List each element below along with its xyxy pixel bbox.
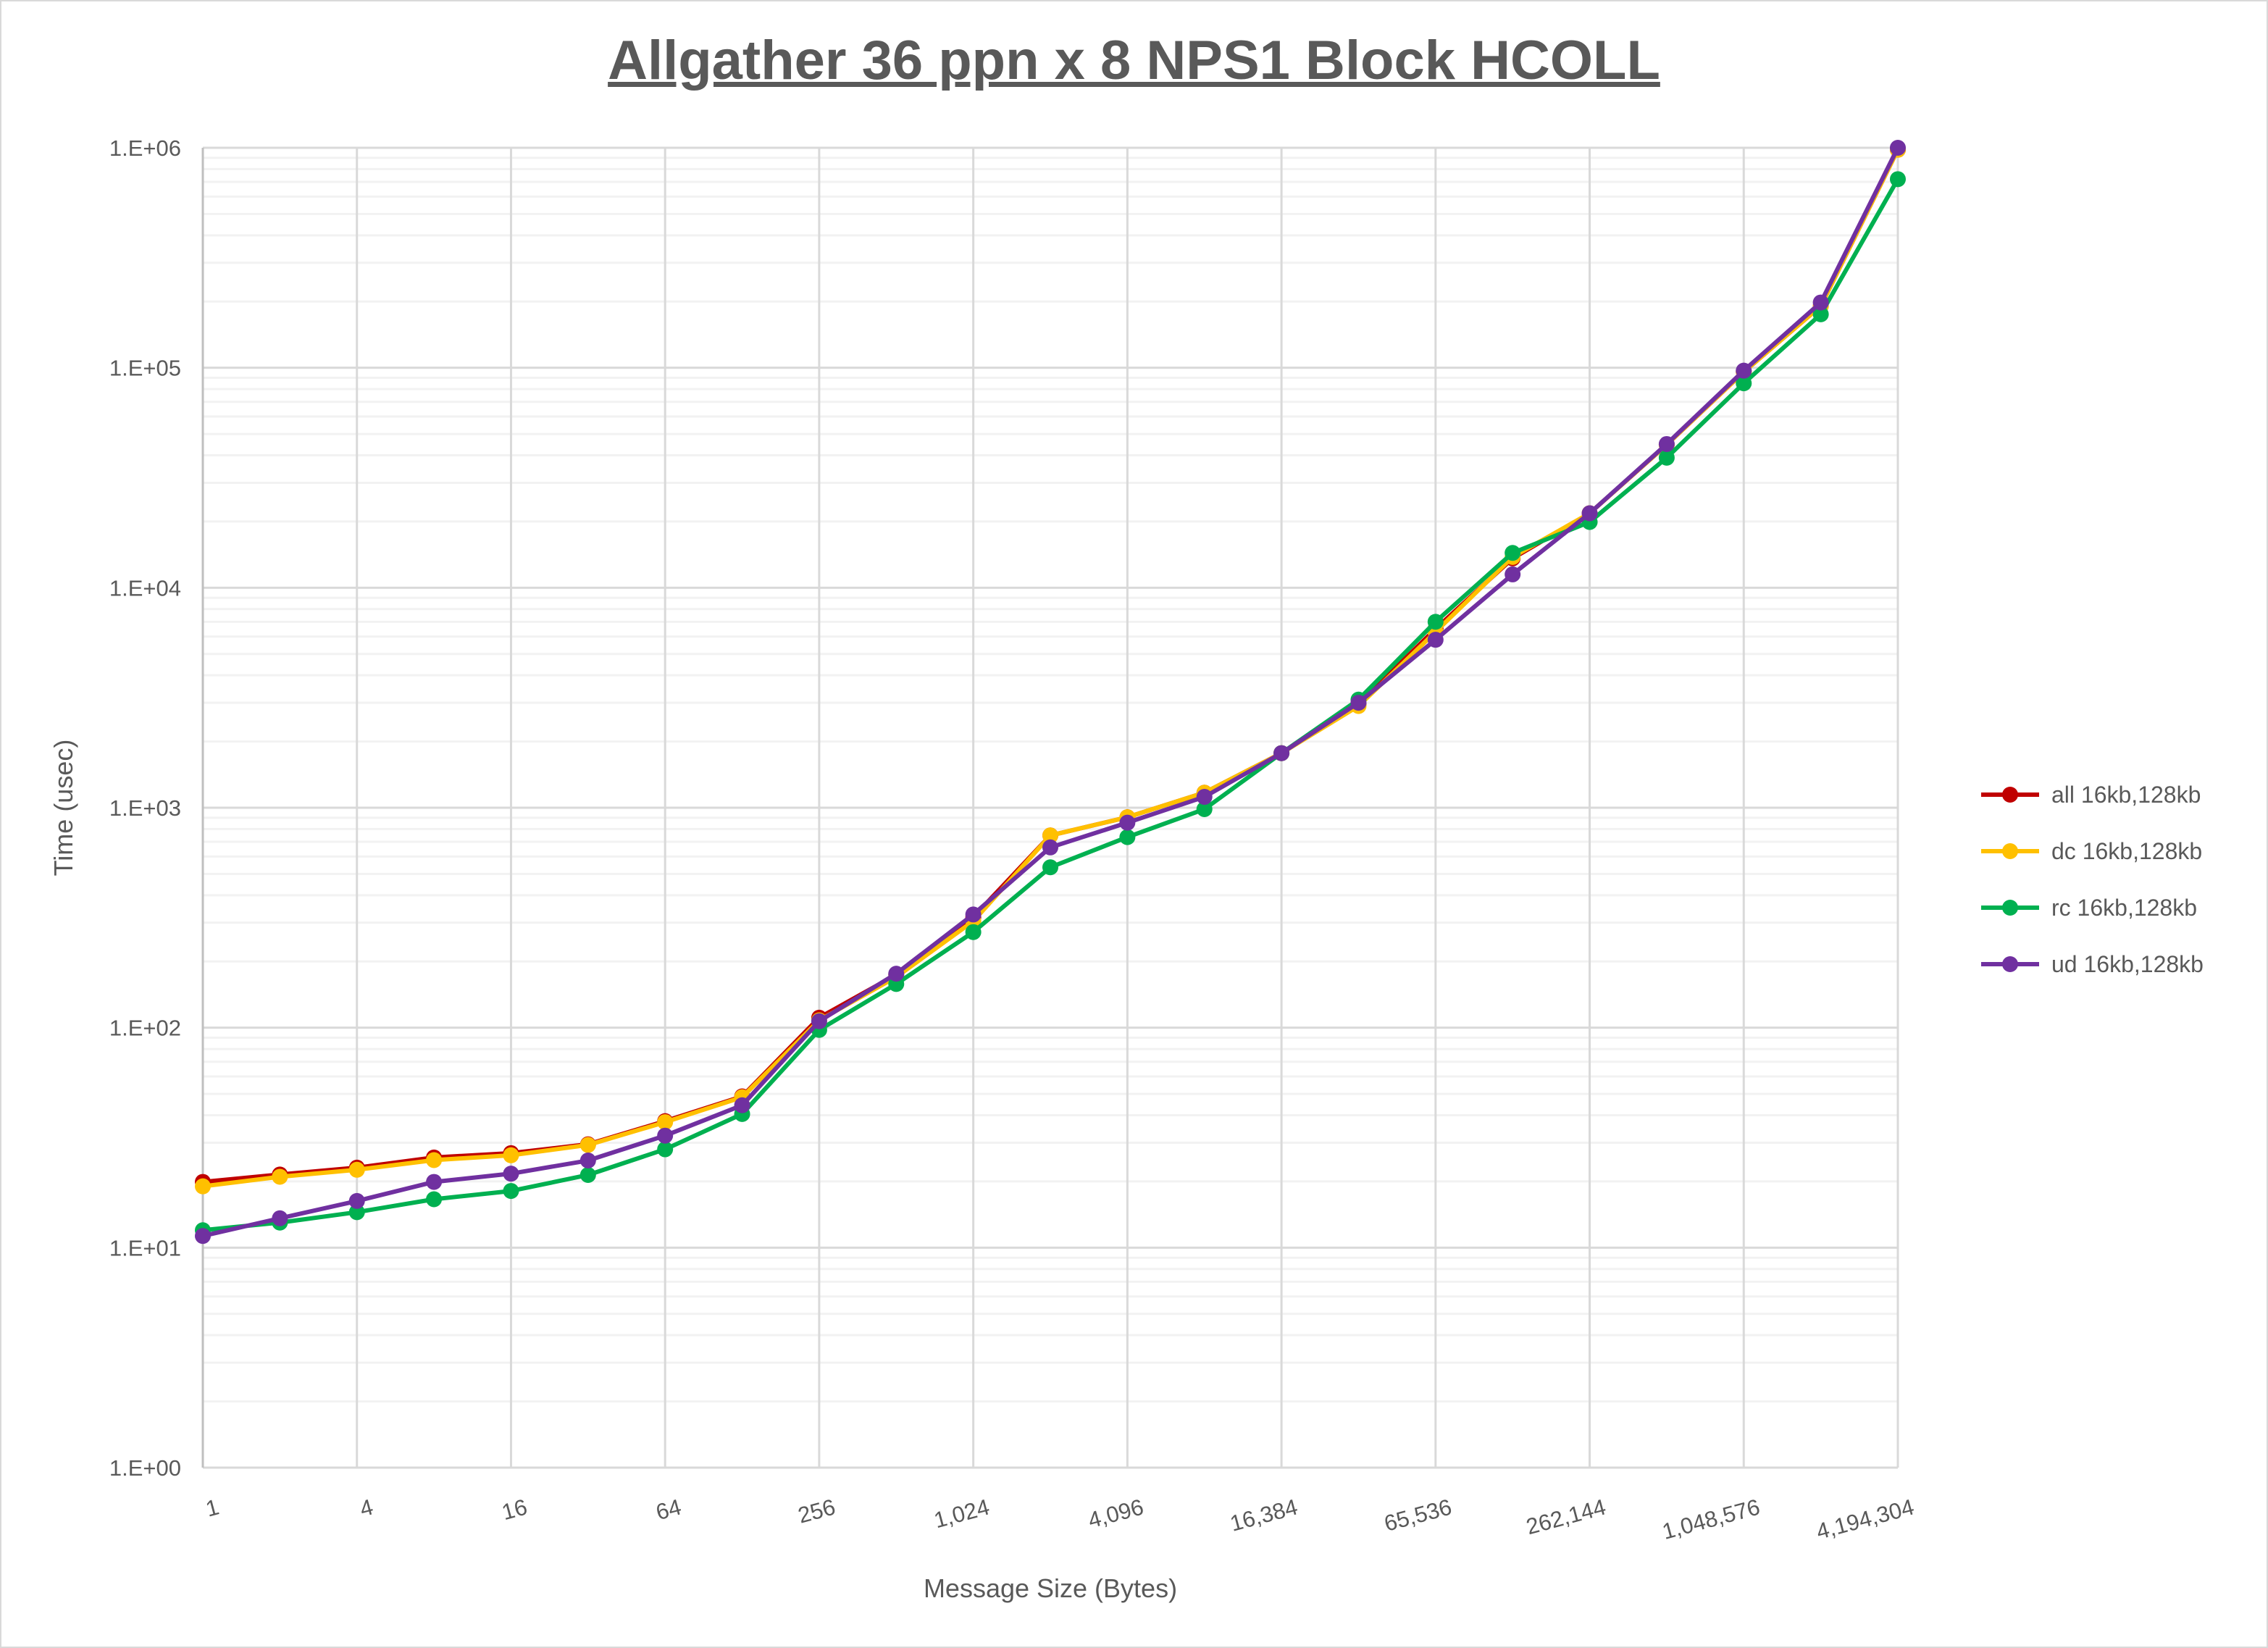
legend-label: ud 16kb,128kb bbox=[2051, 951, 2204, 977]
x-tick-label: 1 bbox=[203, 1494, 222, 1521]
data-point bbox=[348, 1161, 365, 1178]
data-point bbox=[811, 1013, 827, 1029]
y-tick-label: 1.E+06 bbox=[109, 135, 181, 161]
x-tick-label: 262,144 bbox=[1523, 1494, 1608, 1539]
data-point bbox=[1427, 614, 1444, 630]
legend-swatch-marker bbox=[2002, 787, 2018, 803]
data-point bbox=[1890, 140, 1906, 156]
legend-swatch-marker bbox=[2002, 900, 2018, 916]
y-tick-label: 1.E+03 bbox=[109, 795, 181, 821]
x-tick-label: 1,048,576 bbox=[1660, 1494, 1762, 1544]
data-point bbox=[272, 1210, 288, 1226]
data-point bbox=[1042, 827, 1058, 844]
data-point bbox=[579, 1137, 596, 1153]
x-tick-label: 16 bbox=[499, 1494, 530, 1525]
data-point bbox=[1273, 745, 1290, 761]
x-tick-label: 256 bbox=[795, 1494, 838, 1528]
series-line bbox=[202, 149, 1900, 1189]
data-point bbox=[1736, 375, 1752, 392]
data-point bbox=[1119, 829, 1136, 845]
data-point bbox=[1736, 362, 1752, 379]
data-point bbox=[1812, 294, 1829, 311]
data-point bbox=[348, 1204, 365, 1221]
y-tick-label: 1.E+02 bbox=[109, 1016, 181, 1041]
legend-label: dc 16kb,128kb bbox=[2051, 838, 2202, 864]
y-tick-label: 1.E+05 bbox=[109, 356, 181, 381]
data-point bbox=[965, 924, 982, 940]
data-point bbox=[1196, 800, 1213, 817]
data-point bbox=[503, 1183, 519, 1200]
data-point bbox=[272, 1168, 288, 1185]
x-tick-label: 1,024 bbox=[932, 1494, 992, 1533]
data-point bbox=[195, 1178, 211, 1195]
data-point bbox=[1658, 449, 1675, 466]
x-tick-label: 4,194,304 bbox=[1814, 1494, 1917, 1544]
data-point bbox=[1427, 632, 1444, 648]
x-axis-title: Message Size (Bytes) bbox=[924, 1573, 1177, 1603]
data-point bbox=[426, 1152, 443, 1168]
y-axis-title: Time (usec) bbox=[49, 740, 78, 877]
data-point bbox=[503, 1166, 519, 1182]
series-line bbox=[202, 177, 1900, 1233]
data-point bbox=[195, 1228, 211, 1245]
data-point bbox=[1581, 505, 1598, 522]
data-point bbox=[426, 1174, 443, 1190]
x-tick-label: 65,536 bbox=[1381, 1494, 1455, 1536]
legend-label: rc 16kb,128kb bbox=[2051, 895, 2197, 921]
data-point bbox=[657, 1127, 674, 1144]
data-point bbox=[1119, 814, 1136, 831]
data-point bbox=[579, 1153, 596, 1169]
data-point bbox=[426, 1191, 443, 1208]
data-point bbox=[657, 1114, 674, 1131]
data-point bbox=[1658, 435, 1675, 452]
data-point bbox=[888, 966, 905, 982]
data-point bbox=[1042, 859, 1058, 876]
y-tick-label: 1.E+01 bbox=[109, 1235, 181, 1260]
data-point bbox=[1196, 789, 1213, 806]
legend-swatch-marker bbox=[2002, 843, 2018, 859]
data-point bbox=[734, 1097, 750, 1113]
y-tick-label: 1.E+00 bbox=[109, 1455, 181, 1481]
data-point bbox=[348, 1192, 365, 1209]
data-point bbox=[1505, 566, 1521, 582]
legend-swatch-marker bbox=[2002, 956, 2018, 972]
x-tick-label: 4 bbox=[357, 1494, 376, 1521]
series-line bbox=[202, 146, 1900, 1239]
data-point bbox=[1042, 839, 1058, 856]
y-tick-label: 1.E+04 bbox=[109, 575, 181, 601]
x-tick-label: 16,384 bbox=[1227, 1494, 1300, 1536]
chart-title: Allgather 36 ppn x 8 NPS1 Block HCOLL bbox=[608, 30, 1660, 91]
data-point bbox=[657, 1141, 674, 1158]
data-point bbox=[579, 1166, 596, 1183]
data-point bbox=[1890, 171, 1906, 188]
x-tick-label: 4,096 bbox=[1085, 1494, 1146, 1533]
data-point bbox=[965, 906, 982, 923]
data-point bbox=[503, 1147, 519, 1163]
data-point bbox=[1505, 545, 1521, 561]
legend-label: all 16kb,128kb bbox=[2051, 782, 2201, 808]
data-point bbox=[1812, 306, 1829, 322]
data-point bbox=[1350, 695, 1367, 711]
x-tick-label: 64 bbox=[653, 1494, 684, 1525]
